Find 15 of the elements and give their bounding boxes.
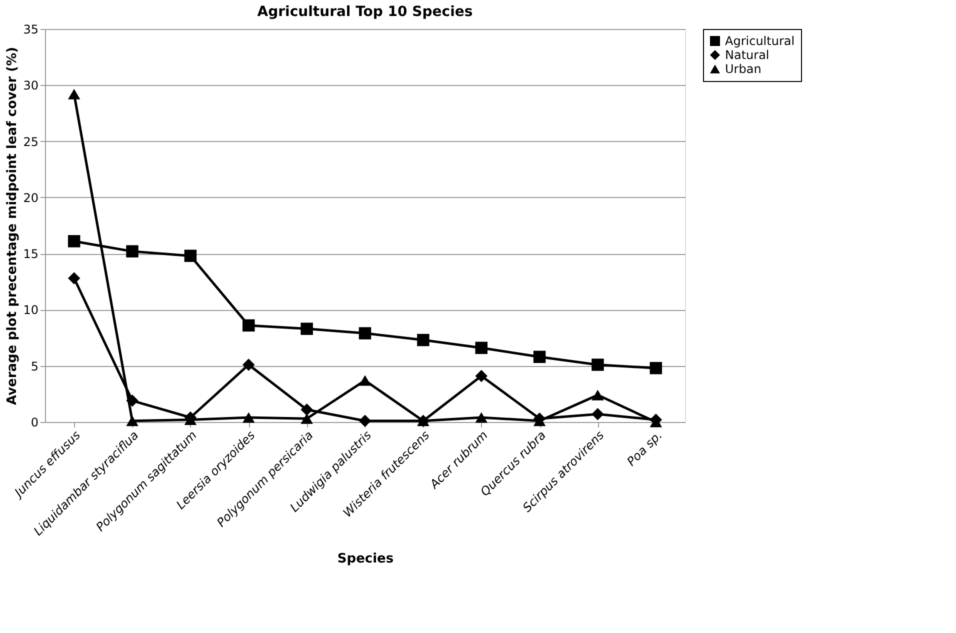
y-tick-label: 5 bbox=[30, 359, 38, 374]
x-axis-title: Species bbox=[337, 552, 394, 567]
y-tick-label: 0 bbox=[30, 416, 38, 430]
y-axis-title: Average plot precentage midpoint leaf cover (%) bbox=[5, 46, 20, 406]
y-tick-label: 15 bbox=[23, 247, 38, 262]
y-tick-label: 20 bbox=[23, 190, 38, 205]
legend-label: Urban bbox=[725, 62, 762, 76]
legend-label: Agricultural bbox=[725, 34, 795, 48]
y-tick-label: 30 bbox=[23, 78, 38, 93]
legend-label: Natural bbox=[725, 48, 770, 62]
y-tick-label: 35 bbox=[23, 22, 38, 36]
x-tick-label: Poa sp. bbox=[624, 428, 665, 469]
y-tick-label: 10 bbox=[23, 303, 38, 318]
y-tick-label: 25 bbox=[23, 134, 38, 149]
chart-title: Agricultural Top 10 Species bbox=[257, 4, 473, 20]
